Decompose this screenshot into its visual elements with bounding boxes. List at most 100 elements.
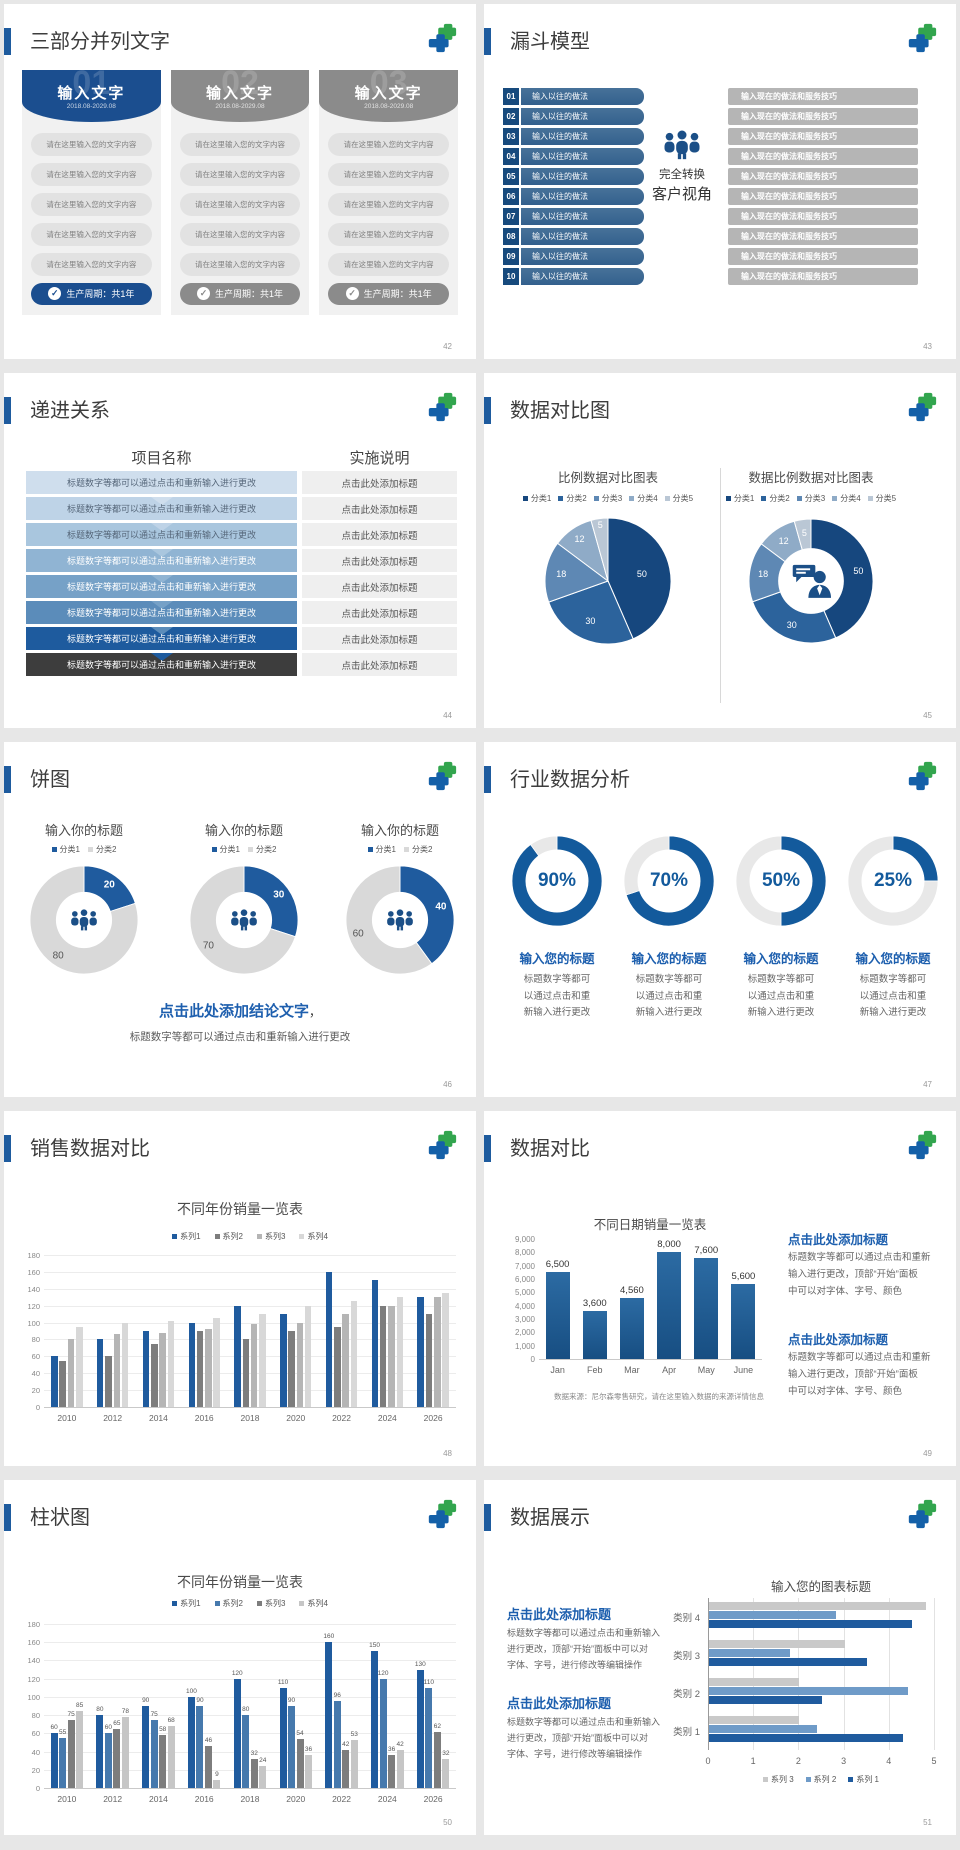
- bar: [342, 1749, 350, 1788]
- legend-label: 分类2: [566, 494, 587, 503]
- slide-49-data-compare[interactable]: 数据对比 不同日期销量一览表 0 1,000 2,000 3,000 4,000 5,000…: [484, 1111, 956, 1466]
- row-number: 06: [503, 188, 519, 205]
- medical-cross-logo: [906, 1498, 938, 1530]
- conclusion-line: 点击此处添加结论文字，: [4, 1000, 476, 1021]
- text-card: 02 输入文字 2018.08-2029.08 请在这里输入您的文字内容 请在这里输入您…: [170, 64, 310, 315]
- legend-item: 分类2: [761, 493, 790, 504]
- slice-value-label: 30: [585, 616, 596, 627]
- bar: [151, 1343, 158, 1407]
- page-number: 44: [443, 711, 452, 720]
- legend-marker: [593, 496, 599, 501]
- title-accent-bar: [4, 1135, 11, 1162]
- legend-marker: [248, 847, 253, 852]
- bar: [545, 1272, 570, 1359]
- y-axis-label: 160: [27, 1638, 40, 1648]
- bar-value-label: 60: [50, 1724, 58, 1732]
- x-axis-category: 2014: [148, 1794, 168, 1804]
- funnel-left-row: 08 输入以往的做法: [503, 228, 644, 245]
- row-number: 10: [503, 268, 519, 285]
- legend-item: 系列 1: [848, 1774, 879, 1785]
- bar: [242, 1339, 250, 1407]
- legend-marker: [832, 496, 838, 501]
- bar: [259, 1766, 267, 1788]
- bar-value-label: 58: [159, 1726, 167, 1734]
- data-source-note: 数据来源：尼尔森零售研究，请在这里输入数据的来源详情信息: [554, 1392, 764, 1401]
- chart-title: 不同日期销量一览表: [593, 1218, 707, 1232]
- x-axis-category: 2018: [240, 1794, 260, 1804]
- chart-legend: 分类1 分类2: [200, 844, 476, 855]
- y-axis-label: 0: [35, 1784, 40, 1793]
- card-header: 01 输入文字 2018.08-2029.08: [22, 64, 161, 122]
- cycle-label: 生产周期：共1年: [66, 289, 135, 300]
- legend-item: 系列4: [299, 1598, 328, 1609]
- x-axis-category: 2020: [286, 1794, 306, 1804]
- bar: [709, 1611, 836, 1619]
- bar-value-label: 7,600: [694, 1244, 719, 1256]
- bar: [250, 1324, 258, 1407]
- legend-item: 分类5: [867, 493, 896, 504]
- legend-item: 分类2: [558, 493, 587, 504]
- y-axis-label: 3,000: [514, 1315, 535, 1324]
- slide-body: 01 输入文字 2018.08-2029.08 请在这里输入您的文字内容 请在这里输入您…: [4, 4, 476, 359]
- chart-title: 数据比例数据对比图表: [748, 471, 874, 485]
- bar: [434, 1297, 441, 1407]
- slide-42-three-part-text[interactable]: 三部分并列文字 01 输入文字 2018.08-2029.08 请在这里输入您的文字内…: [4, 4, 476, 359]
- bar-value-label: 42: [396, 1740, 404, 1748]
- bar-value-label: 42: [342, 1740, 350, 1748]
- chart-title: 比例数据对比图表: [557, 471, 658, 485]
- people-group-icon: [384, 909, 416, 931]
- bar: [167, 1320, 175, 1407]
- legend-marker: [172, 1234, 178, 1239]
- slide-title: 销售数据对比: [30, 1138, 150, 1160]
- legend-label: 系列3: [265, 1232, 286, 1241]
- legend-label: 分类2: [96, 845, 117, 854]
- gauge-percent-label: 25%: [873, 870, 913, 891]
- slide-43-funnel-model[interactable]: 漏斗模型 01 输入以往的做法 02 输入以往的做法 03 输入以往的做法 04 输入以往的做…: [484, 4, 956, 359]
- legend-item: 系列3: [257, 1231, 285, 1242]
- bar-value-label: 90: [196, 1697, 204, 1704]
- conclusion-subtext: 标题数字等都可以通过点击和重新输入进行更改: [129, 1031, 351, 1043]
- stage-cell: 标题数字等都可以通过点击和重新输入进行更改: [26, 653, 297, 676]
- slide-47-industry-analysis[interactable]: 行业数据分析 90% 输入您的标题 标题数字等都可 以通过点击和重 新输入进行更改 7…: [484, 742, 956, 1097]
- legend-marker: [805, 1777, 811, 1782]
- note-cell: 点击此处添加标题: [302, 575, 457, 598]
- bar-value-label: 9: [215, 1770, 219, 1778]
- y-axis-label: 4,000: [514, 1301, 535, 1311]
- bar: [350, 1301, 358, 1407]
- progress-rows: 标题数字等都可以通过点击和重新输入进行更改 点击此处添加标题 标题数字等都可以通过点…: [26, 471, 457, 676]
- legend-label: 分类1: [59, 845, 80, 854]
- gauge-percent-label: 50%: [761, 870, 801, 891]
- note-cell: 点击此处添加标题: [302, 653, 457, 676]
- slide-44-progressive-relation[interactable]: 递进关系 项目名称 实施说明 标题数字等都可以通过点击和重新输入进行更改 点击此处添加…: [4, 373, 476, 728]
- slide-48-sales-data-compare[interactable]: 销售数据对比 不同年份销量一览表 系列1 系列2 系列3 系列4 0 20 40 60 80 100…: [4, 1111, 476, 1466]
- card-number: 03: [369, 64, 408, 102]
- bar: [121, 1716, 129, 1788]
- slide-51-data-display[interactable]: 数据展示 点击此处添加标题 标题数字等都可以通过点击和重新输入 进行更改，顶部“开…: [484, 1480, 956, 1835]
- row-label: 输入以往的做法: [521, 148, 644, 165]
- x-axis-category: 2024: [377, 1413, 397, 1423]
- legend-label: 分类1: [219, 845, 240, 854]
- stage-label: 标题数字等都可以通过点击和重新输入进行更改: [66, 660, 256, 670]
- legend-item: 分类1: [367, 844, 396, 855]
- card-footer: ✓ 生产周期：共1年: [328, 282, 450, 305]
- bar-value-label: 78: [121, 1707, 130, 1715]
- column-header-left: 项目名称: [131, 450, 192, 467]
- consultant-icon: [791, 563, 831, 598]
- stage-cell: 标题数字等都可以通过点击和重新输入进行更改: [26, 523, 297, 546]
- slide-45-data-compare-pies[interactable]: 数据对比图 比例数据对比图表 数据比例数据对比图表 分类1 分类2 分类3 分类4 分类5 分…: [484, 373, 956, 728]
- slide-46-pie-charts[interactable]: 饼图 输入你的标题 分类1 分类2 20 80 输入你的标题 分类1 分类2 30 70 输入你的标…: [4, 742, 476, 1097]
- legend-item: 系列1: [172, 1231, 201, 1242]
- page-number: 49: [923, 1449, 932, 1458]
- bar: [213, 1318, 220, 1407]
- legend-item: 分类4: [832, 493, 861, 504]
- text-pill: 请在这里输入您的文字内容: [328, 162, 450, 186]
- chart-legend: 分类1 分类2: [44, 844, 444, 855]
- y-axis-label: 120: [27, 1301, 40, 1311]
- slide-50-column-chart[interactable]: 柱状图 不同年份销量一览表 系列1 系列2 系列3 系列4 0 20 40 60 80 100 120…: [4, 1480, 476, 1835]
- slide-body: 不同年份销量一览表 系列1 系列2 系列3 系列4 0 20 40 60 80 100 120 140 1…: [4, 1480, 476, 1835]
- slide-body: 01 输入以往的做法 02 输入以往的做法 03 输入以往的做法 04 输入以往的做法 05 输入…: [484, 4, 956, 359]
- bar: [259, 1314, 266, 1407]
- progress-row: 标题数字等都可以通过点击和重新输入进行更改 点击此处添加标题: [26, 601, 457, 624]
- gridline: [44, 1733, 456, 1735]
- card-date: 2018.08-2029.08: [66, 103, 116, 110]
